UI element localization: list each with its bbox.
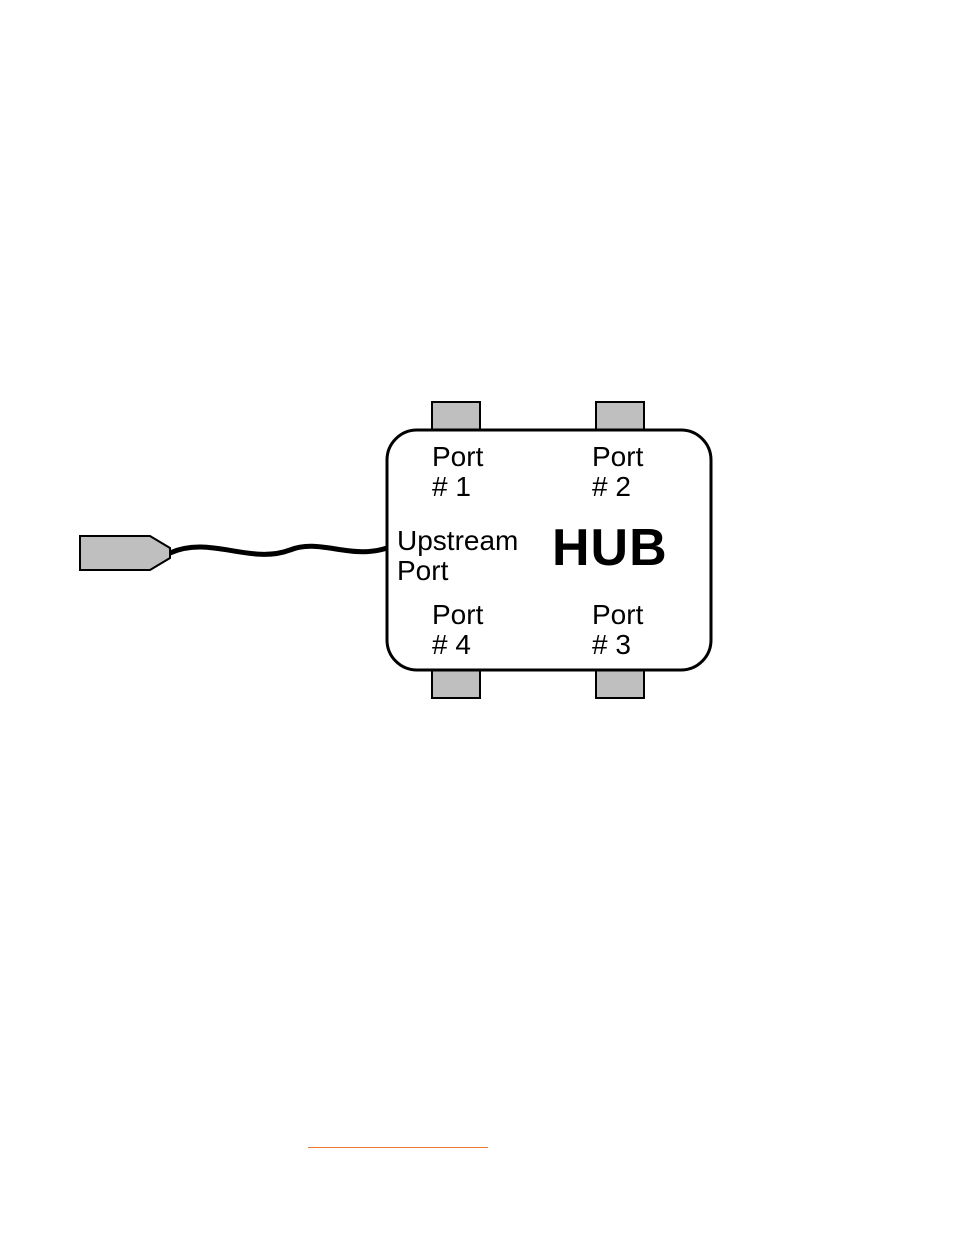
upstream-plug <box>80 536 170 570</box>
port-2-label-b: # 2 <box>592 472 631 503</box>
page: Port # 1 Port # 2 Upstream Port HUB Port… <box>0 0 954 1235</box>
port-4-label-a: Port <box>432 600 483 631</box>
upstream-label-b: Port <box>397 556 448 587</box>
port-4-label-b: # 4 <box>432 630 471 661</box>
port-3-label-b: # 3 <box>592 630 631 661</box>
port-1-label-b: # 1 <box>432 472 471 503</box>
port-3-label-a: Port <box>592 600 643 631</box>
upstream-label-a: Upstream <box>397 526 518 557</box>
port-2-label-a: Port <box>592 442 643 473</box>
upstream-cable <box>170 546 387 554</box>
footer-rule <box>308 1147 488 1148</box>
hub-label: HUB <box>552 520 668 577</box>
port-1-label-a: Port <box>432 442 483 473</box>
